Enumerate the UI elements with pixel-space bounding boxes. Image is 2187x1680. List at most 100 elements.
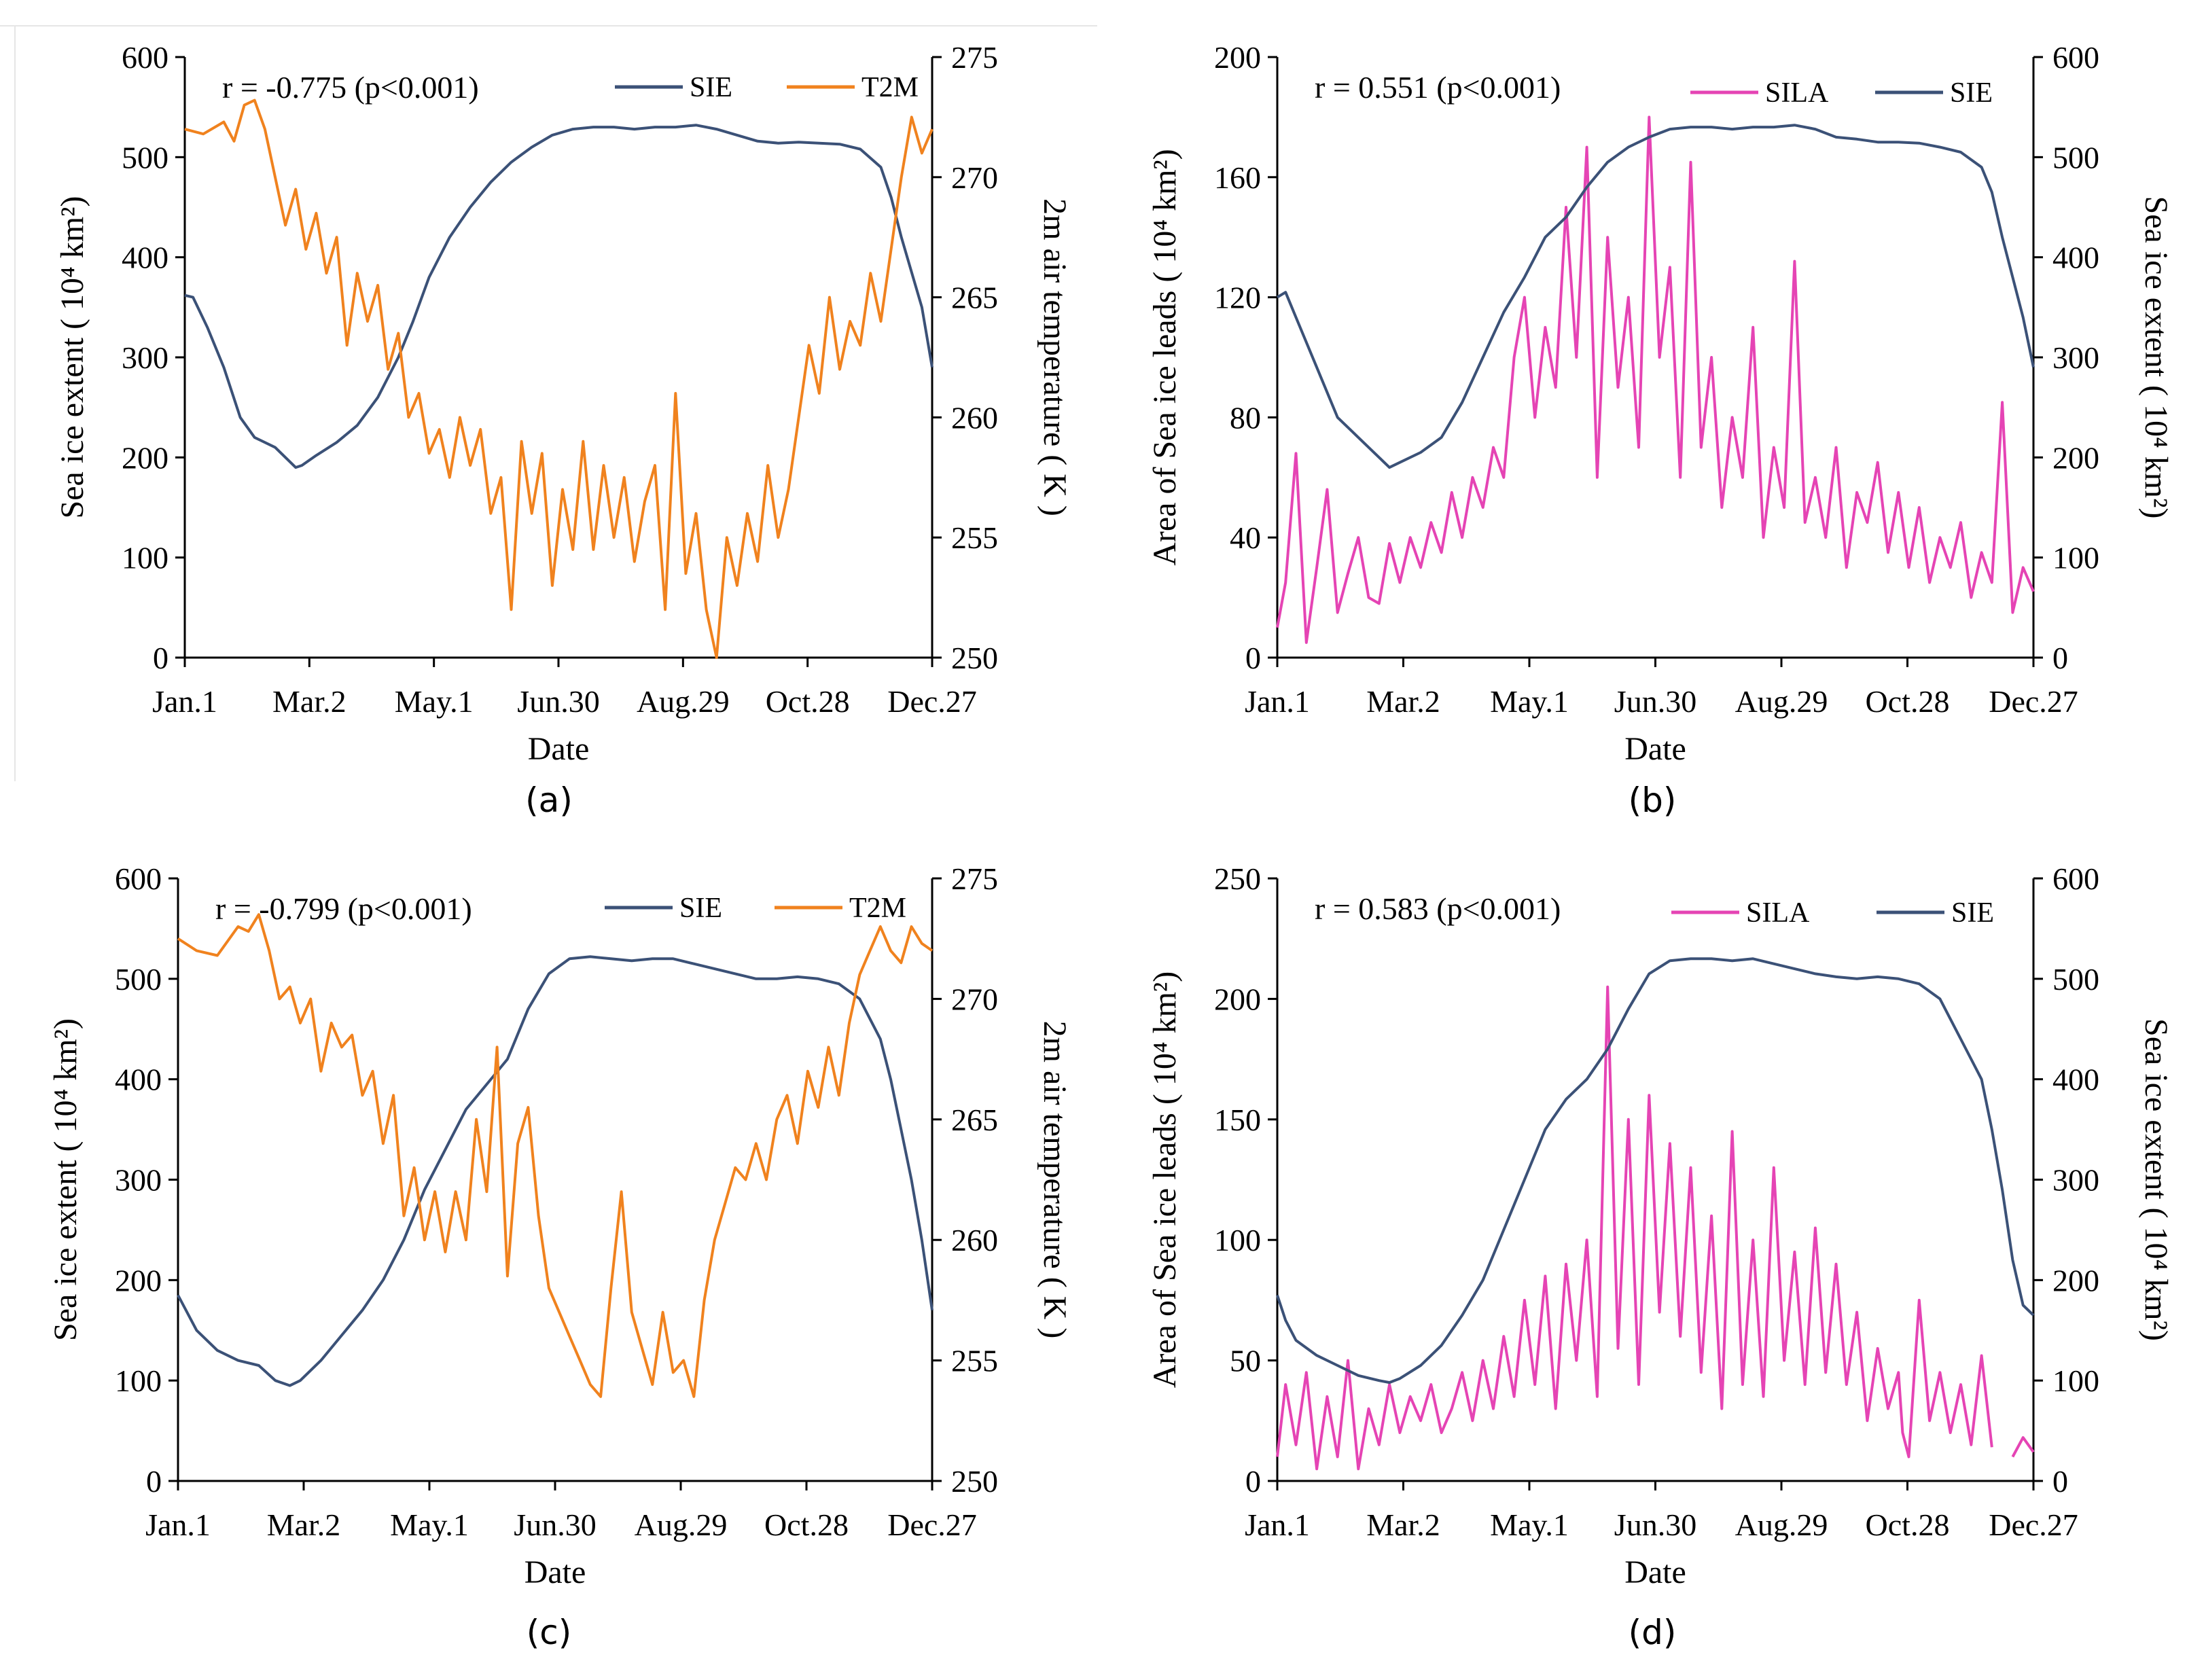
panels: 0100200300400500600250255260265270275Jan… — [48, 40, 2174, 1652]
panel-a-legend-label-t2m: T2M — [861, 72, 919, 103]
panel-c-left-tick-label: 400 — [115, 1062, 162, 1097]
panel-c-right-tick-label: 255 — [951, 1344, 998, 1378]
panel-c-series-t2m — [177, 913, 934, 1398]
panel-b-right-tick-label: 300 — [2052, 340, 2099, 375]
panel-a-series-sie — [184, 124, 934, 469]
panel-b-left-tick-label: 40 — [1230, 520, 1261, 555]
panel-b-x-tick-label: Jan.1 — [1245, 684, 1310, 719]
panel-a-right-tick-label: 250 — [951, 641, 998, 675]
panel-c-x-tick-label: Aug.29 — [635, 1507, 728, 1542]
panel-b-y-right-label: Sea ice extent ( 10⁴ km²) — [2138, 196, 2174, 519]
panel-c-right-tick-label: 265 — [951, 1103, 998, 1137]
panel-a-x-tick-label: Oct.28 — [766, 684, 850, 719]
panel-d-x-tick-label: Jun.30 — [1614, 1507, 1696, 1542]
panel-c-right-tick-label: 250 — [951, 1464, 998, 1499]
panel-d-y-left-label: Area of Sea ice leads ( 10⁴ km²) — [1147, 971, 1183, 1389]
panel-b-x-label: Date — [1624, 731, 1686, 767]
panel-b-right-tick-label: 100 — [2052, 541, 2099, 575]
panel-b-caption: (b) — [1629, 781, 1677, 820]
panel-c: 0 100 200 300 400 500 600 250 255 260 265 270 275 Jan… — [48, 861, 1073, 1652]
panel-a-right-tick-label: 265 — [951, 281, 998, 315]
panel-b-left-tick-label: 80 — [1230, 400, 1261, 435]
panel-a-left-tick-label: 600 — [122, 40, 168, 75]
panel-d-right-tick-label: 600 — [2052, 861, 2099, 896]
panel-c-y-right-label: 2m air temperature ( K ) — [1037, 1021, 1073, 1339]
panel-d-series-sila — [1276, 985, 2035, 1471]
panel-b-legend-label-sie: SIE — [1950, 77, 1993, 109]
panel-d-series-sie — [1276, 957, 2035, 1384]
panel-a-x-tick-label: Jan.1 — [152, 684, 217, 719]
panel-c-left-tick-label: 600 — [115, 861, 162, 896]
panel-b: 0 40 80 120 160 200 0 100 200 300 400 500 600 Jan.1 Ma… — [1147, 40, 2174, 820]
panel-a-right-tick-label: 270 — [951, 160, 998, 195]
panel-c-x-tick-label: Oct.28 — [764, 1507, 849, 1542]
panel-d-left-tick-label: 0 — [1245, 1464, 1261, 1499]
panel-a-left-tick-label: 400 — [122, 240, 168, 275]
panel-b-annotation: r = 0.551 (p<0.001) — [1315, 70, 1561, 105]
panel-d-x-tick-label: Mar.2 — [1366, 1507, 1440, 1542]
panel-d-x-tick-label: Oct.28 — [1866, 1507, 1950, 1542]
panel-d-left-tick-label: 100 — [1214, 1223, 1261, 1257]
panel-c-legend-label-t2m: T2M — [849, 893, 906, 924]
panel-c-right-tick-label: 275 — [951, 861, 998, 896]
panel-c-y-left-label: Sea ice extent ( 10⁴ km²) — [48, 1018, 84, 1341]
panel-b-left-tick-label: 200 — [1214, 40, 1261, 75]
panel-d-legend-label-sila: SILA — [1746, 897, 1810, 929]
panel-d-right-tick-label: 500 — [2052, 962, 2099, 997]
panel-b-x-tick-label: Jun.30 — [1614, 684, 1696, 719]
panel-c-legend-label-sie: SIE — [679, 893, 722, 924]
panel-a-left-tick-label: 300 — [122, 340, 168, 375]
panel-b-left-tick-label: 120 — [1214, 281, 1261, 315]
panel-c-left-tick-label: 0 — [146, 1464, 162, 1499]
panel-d-right-tick-label: 400 — [2052, 1062, 2099, 1097]
panel-d: 0 50 100 150 200 250 0 100 200 300 400 500 600 Jan.1 M… — [1147, 861, 2174, 1652]
panel-a-caption: (a) — [525, 781, 573, 820]
panel-a-y-left-label: Sea ice extent ( 10⁴ km²) — [54, 196, 90, 519]
panel-a-left-tick-label: 100 — [122, 541, 168, 575]
panel-b-right-tick-label: 0 — [2052, 641, 2068, 675]
panel-d-left-tick-label: 200 — [1214, 982, 1261, 1016]
panel-c-annotation: r = -0.799 (p<0.001) — [215, 891, 472, 926]
panel-a-x-tick-label: Dec.27 — [887, 684, 977, 719]
panel-a-right-tick-label: 260 — [951, 400, 998, 435]
panel-b-right-tick-label: 400 — [2052, 240, 2099, 275]
panel-b-y-left-label: Area of Sea ice leads ( 10⁴ km²) — [1147, 149, 1183, 566]
panel-a-right-tick-label: 275 — [951, 40, 998, 75]
panel-a-left-tick-label: 500 — [122, 140, 168, 175]
panel-c-left-tick-label: 100 — [115, 1363, 162, 1398]
panel-d-x-tick-label: Aug.29 — [1735, 1507, 1828, 1542]
panel-b-legend-label-sila: SILA — [1765, 77, 1829, 109]
panel-c-right-tick-label: 260 — [951, 1223, 998, 1257]
panel-c-right-tick-label: 270 — [951, 982, 998, 1016]
panel-d-legend-label-sie: SIE — [1951, 897, 1994, 929]
panel-b-x-tick-label: Oct.28 — [1866, 684, 1950, 719]
panel-d-right-tick-label: 100 — [2052, 1363, 2099, 1398]
panel-c-caption: (c) — [527, 1613, 572, 1652]
panel-d-right-tick-label: 200 — [2052, 1263, 2099, 1298]
panel-a-x-label: Date — [528, 731, 590, 767]
panel-a-series-t2m — [184, 99, 934, 659]
panel-d-right-tick-label: 300 — [2052, 1163, 2099, 1198]
panel-d-y-right-label: Sea ice extent ( 10⁴ km²) — [2138, 1018, 2174, 1341]
panel-d-annotation: r = 0.583 (p<0.001) — [1315, 891, 1561, 926]
panel-d-caption: (d) — [1629, 1613, 1677, 1652]
panel-a: 0 100 200 300 400 500 600 250 255 260 265 270 275 Jan… — [54, 40, 1073, 820]
panel-a-x-tick-label: May.1 — [395, 684, 474, 719]
panel-a-x-tick-label: Jun.30 — [517, 684, 599, 719]
panel-b-x-tick-label: Mar.2 — [1366, 684, 1440, 719]
panel-d-x-tick-label: Jan.1 — [1245, 1507, 1310, 1542]
panel-a-x-tick-label: Mar.2 — [272, 684, 346, 719]
panel-d-x-tick-label: May.1 — [1490, 1507, 1569, 1542]
panel-a-y-right-label: 2m air temperature ( K ) — [1037, 198, 1073, 516]
panel-b-x-tick-label: May.1 — [1490, 684, 1569, 719]
panel-b-series-sie — [1276, 124, 2035, 469]
panel-d-left-tick-label: 50 — [1230, 1344, 1261, 1378]
panel-b-x-tick-label: Aug.29 — [1735, 684, 1828, 719]
panel-d-x-tick-label: Dec.27 — [1989, 1507, 2078, 1542]
panel-c-series-sie — [177, 955, 934, 1387]
panel-b-right-tick-label: 500 — [2052, 140, 2099, 175]
panel-b-series-sila — [1276, 115, 2035, 644]
panel-b-right-tick-label: 200 — [2052, 440, 2099, 475]
